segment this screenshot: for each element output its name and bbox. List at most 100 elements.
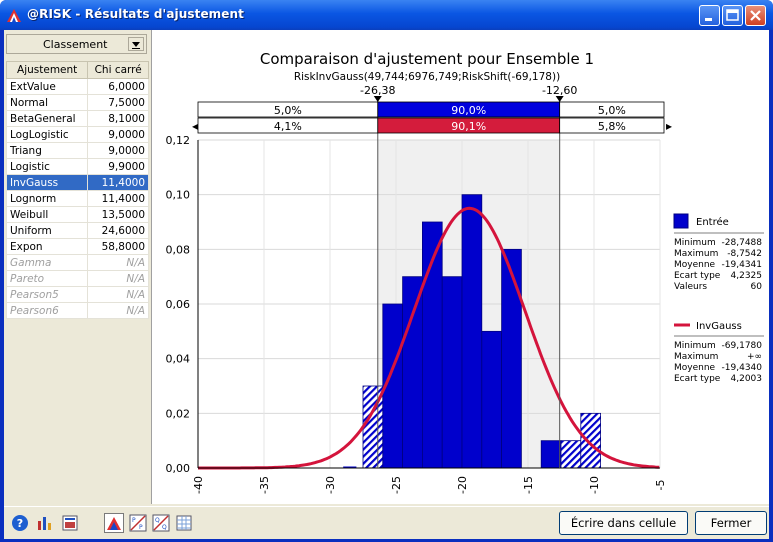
fitted-curve [198,206,660,470]
fit-row[interactable]: BetaGeneral 8,1000 [5,110,149,127]
y-tick-label: 0,06 [166,298,191,311]
minimize-icon [705,18,712,21]
chart-type-button[interactable] [35,513,55,533]
fit-row[interactable]: Lognorm 11,4000 [5,190,149,207]
dropdown-arrow-icon[interactable] [128,37,144,51]
histogram-bar [441,276,463,469]
svg-text:P: P [139,524,143,531]
left-delimiter-label: -26,38 [360,84,395,97]
fit-chi-square: 6,0000 [87,78,149,95]
fit-chi-square: 9,0000 [87,142,149,159]
minimize-button[interactable] [699,5,720,26]
fit-name: Logistic [5,158,89,175]
y-tick-label: 0,08 [166,243,191,256]
maximize-icon [726,9,739,21]
fit-chi-square: 11,4000 [87,174,149,191]
fit-chi-square: N/A [87,286,149,303]
fit-name: Pareto [5,270,89,287]
input-stat-value: -28,7488 [722,238,763,248]
fit-row[interactable]: LogLogistic 9,0000 [5,126,149,143]
histogram-bar [461,194,483,469]
close-window-button[interactable] [745,5,766,26]
fit-row[interactable]: InvGauss 11,4000 [5,174,149,191]
column-header-chi-square[interactable]: Chi carré [87,61,149,79]
input-stat-value: 60 [751,282,763,292]
ranking-dropdown-label: Classement [43,38,108,51]
histogram-bar [402,276,423,469]
x-tick-label: -35 [258,476,271,494]
fit-stat-name: Minimum [674,341,716,351]
chart-title: Comparaison d'ajustement pour Ensemble 1 [260,50,594,68]
fit-row[interactable]: Pearson6 N/A [5,302,149,319]
input-legend-label: Entrée [696,216,729,228]
report-icon [62,515,78,531]
x-tick-label: -20 [456,476,469,494]
write-to-cell-button[interactable]: Écrire dans cellule [559,511,688,535]
fit-probability-label: 90,1% [451,120,486,133]
fit-name: Pearson6 [5,302,89,319]
fit-stat-value: +∞ [747,352,762,362]
fit-row[interactable]: Pareto N/A [5,270,149,287]
histogram-bar [481,330,502,469]
x-tick-label: -40 [192,476,205,494]
fit-chi-square: 58,8000 [87,238,149,255]
fit-name: Pearson5 [5,286,89,303]
right-scroll-icon: ▸ [666,119,672,133]
fit-row[interactable]: Logistic 9,9000 [5,158,149,175]
fit-row[interactable]: ExtValue 6,0000 [5,78,149,95]
fit-stat-value: 4,2003 [731,374,763,384]
right-delimiter-handle [555,96,564,102]
input-stat-value: 4,2325 [731,271,763,281]
chart-canvas: 0,00 0,02 0,04 0,06 0,08 0,10 0,12 -40 -35 -30 -25… [166,50,764,494]
y-tick-label: 0,04 [166,353,191,366]
data-table-button[interactable] [174,513,194,533]
x-tick-label: -25 [390,476,403,494]
fit-probability-band [559,117,665,134]
fit-row[interactable]: Triang 9,0000 [5,142,149,159]
risk-logo-icon [7,9,21,22]
pp-plot-icon: PP [129,514,147,532]
y-tick-label: 0,02 [166,407,191,420]
fit-chi-square: N/A [87,254,149,271]
maximize-button[interactable] [722,5,743,26]
histogram-bar [501,248,522,469]
input-probability-band [559,101,665,118]
help-button[interactable]: ? [10,513,30,533]
fit-row[interactable]: Weibull 13,5000 [5,206,149,223]
report-button[interactable] [60,513,80,533]
fit-rows: ExtValue 6,0000 Normal 7,5000 BetaGeneral 8,1… [5,78,149,319]
fit-row[interactable]: Uniform 24,6000 [5,222,149,239]
fit-name: Lognorm [5,190,89,207]
window-title: @RISK - Résultats d'ajustement [27,7,245,21]
input-stat-name: Maximum [674,249,718,259]
fit-stat-name: Moyenne [674,363,716,373]
y-tick-label: 0,10 [166,189,191,202]
fit-row[interactable]: Normal 7,5000 [5,94,149,111]
title-bar[interactable]: @RISK - Résultats d'ajustement [0,0,773,30]
table-icon [176,515,192,531]
left-scroll-icon: ◂ [192,119,198,133]
qq-plot-icon: QQ [152,514,170,532]
fit-row[interactable]: Pearson5 N/A [5,286,149,303]
fit-chi-square: N/A [87,302,149,319]
fit-name: BetaGeneral [5,110,89,127]
ranking-dropdown[interactable]: Classement [6,34,147,54]
fit-row[interactable]: Gamma N/A [5,254,149,271]
input-stat-name: Minimum [674,238,716,248]
fit-name: Triang [5,142,89,159]
svg-text:Q: Q [155,517,160,524]
input-stat-name: Valeurs [674,282,707,292]
fit-name: Uniform [5,222,89,239]
fit-stat-name: Ecart type [674,374,721,384]
input-probability-label: 5,0% [598,104,626,117]
fit-row[interactable]: Expon 58,8000 [5,238,149,255]
density-view-button[interactable] [104,513,124,533]
close-button[interactable]: Fermer [695,511,767,535]
input-stat-name: Ecart type [674,271,721,281]
fit-name: Normal [5,94,89,111]
svg-text:?: ? [17,517,23,530]
column-header-fit[interactable]: Ajustement [5,61,89,79]
